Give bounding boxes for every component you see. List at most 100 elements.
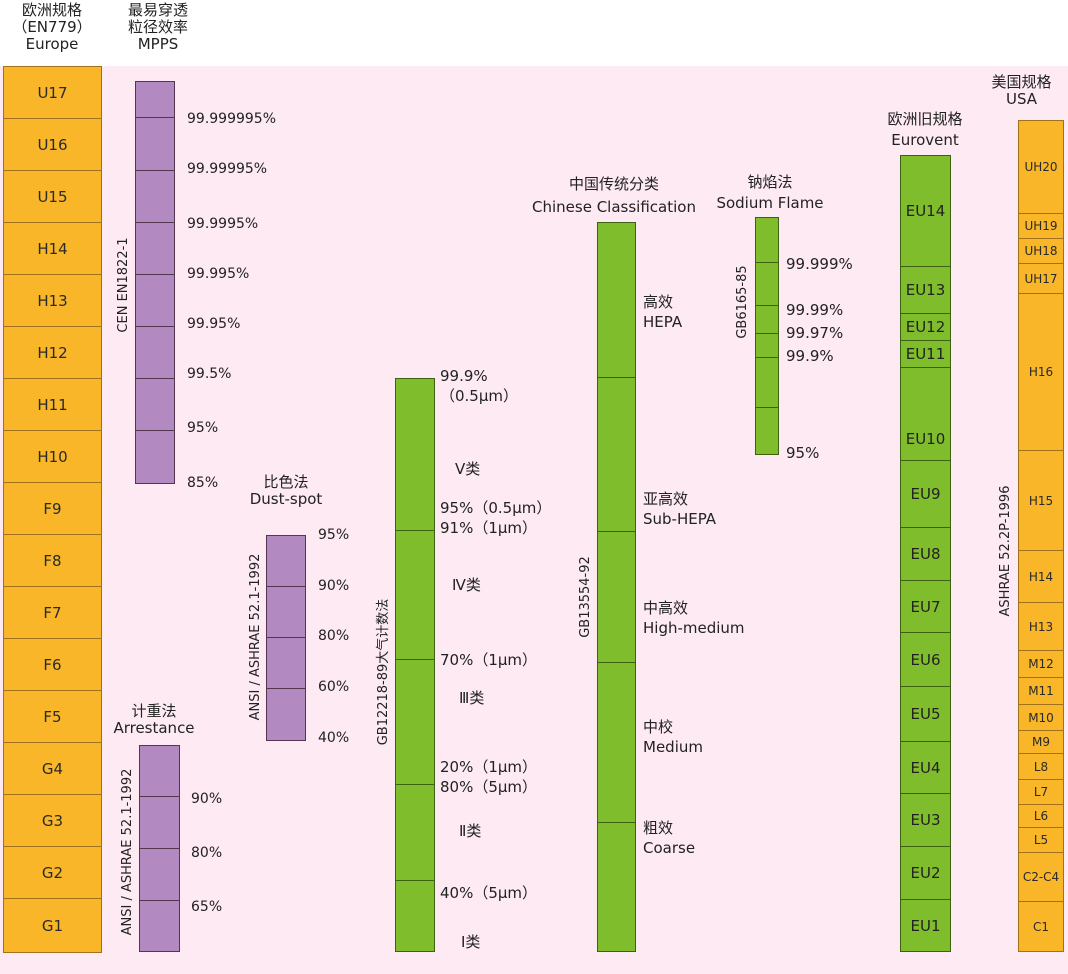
usa-grade-h13: H13 — [1018, 603, 1064, 651]
usa-grade-l7: L7 — [1018, 780, 1064, 805]
usa-grade-h15: H15 — [1018, 451, 1064, 551]
gb12218-segment — [395, 660, 435, 785]
mpps-segment — [135, 81, 175, 118]
usa-grade-uh17: UH17 — [1018, 264, 1064, 294]
europe-grade-h13: H13 — [3, 275, 102, 327]
sodium-segment — [755, 408, 779, 455]
gb12218-column — [395, 378, 435, 952]
gb12218-value-0-line1: 99.9% — [440, 367, 488, 385]
europe-grade-u16: U16 — [3, 119, 102, 171]
eurovent-grade-eu11: EU11 — [900, 341, 951, 368]
chinese-segment-high-medium — [597, 532, 636, 663]
mpps-value-0: 99.999995% — [187, 111, 277, 127]
dustspot-standard-label: ANSI / ASHRAE 52.1-1992 — [248, 553, 263, 721]
sodium-standard-label: GB6165-85 — [735, 265, 750, 339]
chinese-class-3: 中校 Medium — [643, 717, 703, 757]
dustspot-value-1: 90% — [318, 578, 350, 594]
usa-grade-l6: L6 — [1018, 805, 1064, 828]
sodium-value-4: 95% — [786, 444, 820, 462]
mpps-standard-label: CEN EN1822-1 — [116, 237, 131, 333]
gb12218-value-2-line1: 70%（1μm） — [440, 651, 538, 669]
usa-grade-l8: L8 — [1018, 754, 1064, 780]
europe-grade-h14: H14 — [3, 223, 102, 275]
gb12218-value-3: 20%（1μm） 80%（5μm） — [440, 757, 537, 797]
chinese-segment-medium — [597, 663, 636, 823]
europe-title-std: （EN779） — [12, 18, 92, 36]
dustspot-title-en: Dust-spot — [249, 490, 323, 508]
arrestance-title-cn: 计重法 — [131, 702, 177, 720]
europe-grade-g3: G3 — [3, 795, 102, 847]
sodium-value-1: 99.99% — [786, 301, 844, 319]
europe-grade-h11: H11 — [3, 379, 102, 431]
gb12218-value-0: 99.9% （0.5μm） — [440, 366, 518, 406]
gb12218-standard-label: GB12218-89大气计数法 — [376, 598, 391, 746]
mpps-column — [135, 81, 175, 484]
chinese-class-1-en: Sub-HEPA — [643, 510, 717, 528]
dustspot-value-4: 40% — [318, 730, 350, 746]
chinese-class-4-cn: 粗效 — [643, 819, 674, 837]
europe-title-en: Europe — [25, 35, 79, 53]
sodium-segment — [755, 334, 779, 358]
mpps-value-7: 85% — [187, 475, 219, 491]
europe-header: 欧洲规格 （EN779） Europe — [2, 2, 102, 53]
dustspot-value-2: 80% — [318, 628, 350, 644]
eurovent-grade-eu13: EU13 — [900, 267, 951, 314]
arrestance-value-0: 90% — [191, 791, 223, 807]
dustspot-header: 比色法 Dust-spot — [236, 474, 336, 508]
gb12218-class-3: Ⅲ类 — [459, 689, 485, 707]
sodium-column — [755, 217, 779, 455]
chinese-segment-sub-hepa — [597, 378, 636, 532]
mpps-value-3: 99.995% — [187, 266, 250, 282]
arrestance-segment — [139, 849, 180, 901]
eurovent-title-en: Eurovent — [891, 131, 959, 149]
usa-title-en: USA — [1005, 90, 1038, 108]
eurovent-title-cn: 欧洲旧规格 — [887, 110, 963, 128]
eurovent-grade-eu1: EU1 — [900, 900, 951, 952]
usa-standard-label: ASHRAE 52.2P-1996 — [998, 485, 1013, 617]
gb12218-class-2: Ⅱ类 — [459, 822, 482, 840]
chinese-class-2-en: High-medium — [643, 619, 745, 637]
chinese-class-4-en: Coarse — [643, 839, 696, 857]
sodium-title-cn: 钠焰法 — [747, 173, 793, 191]
mpps-segment — [135, 171, 175, 223]
usa-header: 美国规格 USA — [975, 74, 1068, 108]
usa-grade-c2-c4: C2-C4 — [1018, 853, 1064, 902]
europe-grade-f9: F9 — [3, 483, 102, 535]
europe-grade-u17: U17 — [3, 66, 102, 119]
arrestance-title-en: Arrestance — [113, 719, 195, 737]
mpps-title-en: MPPS — [137, 35, 179, 53]
sodium-header: 钠焰法 Sodium Flame — [705, 174, 835, 212]
europe-grade-f7: F7 — [3, 587, 102, 639]
chinese-class-3-cn: 中校 — [643, 718, 674, 736]
mpps-segment — [135, 431, 175, 484]
europe-grade-f6: F6 — [3, 639, 102, 691]
eurovent-grade-eu5: EU5 — [900, 687, 951, 742]
chinese-title-cn: 中国传统分类 — [568, 175, 659, 193]
arrestance-segment — [139, 745, 180, 797]
arrestance-standard-label: ANSI / ASHRAE 52.1-1992 — [120, 768, 135, 936]
mpps-value-1: 99.99995% — [187, 161, 268, 177]
europe-grade-u15: U15 — [3, 171, 102, 223]
dustspot-title-cn: 比色法 — [263, 473, 309, 491]
europe-grade-g1: G1 — [3, 899, 102, 953]
chinese-column — [597, 222, 636, 952]
chinese-standard-label: GB13554-92 — [578, 556, 593, 638]
gb12218-class-5: Ⅴ类 — [455, 460, 481, 478]
gb12218-segment — [395, 785, 435, 881]
usa-grade-m9: M9 — [1018, 731, 1064, 754]
usa-grade-uh19: UH19 — [1018, 214, 1064, 239]
sodium-segment — [755, 217, 779, 263]
mpps-segment — [135, 223, 175, 275]
chinese-class-0-en: HEPA — [643, 313, 683, 331]
eurovent-grade-eu2: EU2 — [900, 847, 951, 900]
eurovent-grade-eu6: EU6 — [900, 633, 951, 687]
gb12218-segment — [395, 531, 435, 660]
chinese-segment-hepa — [597, 222, 636, 378]
dustspot-segment — [266, 587, 306, 638]
sodium-value-2: 99.97% — [786, 324, 844, 342]
dustspot-segment — [266, 638, 306, 689]
chinese-class-1-cn: 亚高效 — [643, 490, 689, 508]
gb12218-value-2: 70%（1μm） — [440, 650, 537, 670]
chinese-class-2: 中高效 High-medium — [643, 598, 745, 638]
gb12218-value-4-line1: 40%（5μm） — [440, 884, 538, 902]
